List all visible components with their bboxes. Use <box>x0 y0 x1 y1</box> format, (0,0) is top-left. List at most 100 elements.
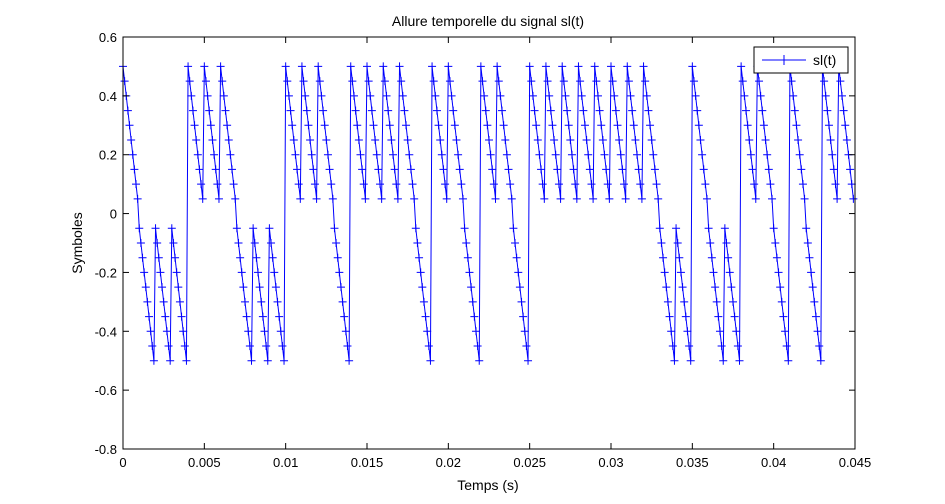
data-point <box>206 121 215 130</box>
data-point <box>265 224 274 233</box>
data-point <box>833 194 842 203</box>
data-point <box>231 194 240 203</box>
data-point <box>320 121 329 130</box>
data-point <box>218 77 227 86</box>
data-point <box>187 91 196 100</box>
data-point <box>455 165 464 174</box>
data-point <box>826 136 835 144</box>
data-point <box>816 356 825 365</box>
data-point <box>263 356 272 365</box>
data-point <box>322 136 331 144</box>
data-point <box>641 77 650 86</box>
data-point <box>247 356 256 365</box>
data-point <box>611 106 620 115</box>
data-point <box>699 165 708 174</box>
data-point <box>229 180 238 189</box>
data-point <box>502 150 511 159</box>
data-point <box>696 136 705 144</box>
data-point <box>460 224 469 233</box>
data-point <box>615 136 624 144</box>
data-point <box>800 194 809 203</box>
data-point <box>680 297 689 306</box>
data-point <box>382 91 391 100</box>
data-point <box>330 224 339 233</box>
data-point <box>377 194 386 203</box>
data-point <box>405 150 414 159</box>
data-point <box>841 121 850 130</box>
y-tick-label: -0.4 <box>95 324 117 339</box>
data-point <box>400 106 409 115</box>
data-point <box>714 312 723 321</box>
data-point <box>363 62 371 71</box>
data-point <box>161 312 170 321</box>
data-point <box>293 165 302 174</box>
data-point <box>629 121 638 130</box>
data-point <box>634 165 643 174</box>
data-point <box>130 165 139 174</box>
data-point <box>426 356 435 365</box>
data-point <box>537 165 546 174</box>
data-point <box>164 342 173 350</box>
data-point <box>618 165 627 174</box>
data-point <box>802 224 811 233</box>
legend: sl(t) <box>753 46 849 74</box>
data-point <box>660 268 669 277</box>
data-point <box>598 136 607 144</box>
y-tick-label: 0.2 <box>99 148 117 163</box>
data-point <box>540 194 549 203</box>
data-point <box>177 312 186 321</box>
data-point <box>567 150 576 159</box>
data-point <box>758 106 767 115</box>
data-point <box>175 297 184 306</box>
data-point <box>276 327 285 336</box>
data-point <box>698 150 707 159</box>
data-point <box>245 342 254 350</box>
x-tick-label: 0 <box>119 455 126 470</box>
data-point <box>208 136 217 144</box>
data-point <box>458 194 467 203</box>
data-point <box>771 239 780 247</box>
data-point <box>361 194 370 203</box>
data-point <box>146 327 155 336</box>
data-point <box>392 180 401 189</box>
data-point <box>471 327 480 336</box>
data-point <box>642 91 651 100</box>
data-point <box>319 106 328 115</box>
data-point <box>579 106 588 115</box>
data-point <box>428 62 437 71</box>
data-point <box>784 356 793 365</box>
data-point <box>227 165 236 174</box>
data-point <box>670 356 679 365</box>
data-point <box>441 180 450 189</box>
data-point <box>309 165 318 174</box>
data-point <box>468 297 477 306</box>
data-point <box>358 165 367 174</box>
data-point <box>454 150 463 159</box>
data-point <box>481 106 490 115</box>
data-point <box>621 194 630 203</box>
data-point <box>179 327 188 336</box>
data-point <box>294 180 303 189</box>
data-point <box>345 356 354 365</box>
data-point <box>514 268 523 277</box>
data-point <box>128 150 137 159</box>
data-point <box>336 283 345 292</box>
data-point <box>566 136 575 144</box>
data-point <box>439 165 448 174</box>
data-point <box>792 121 801 130</box>
x-tick-label: 0.025 <box>513 455 546 470</box>
data-point <box>667 327 676 336</box>
data-point <box>639 62 648 71</box>
data-point <box>193 150 202 159</box>
data-point <box>432 106 441 115</box>
data-point <box>524 356 533 365</box>
data-point <box>219 91 228 100</box>
data-point <box>483 121 492 130</box>
data-point <box>563 106 572 115</box>
data-point <box>821 91 830 100</box>
data-point <box>605 194 614 203</box>
data-point <box>393 194 402 203</box>
data-point <box>620 180 629 189</box>
data-point <box>556 194 565 203</box>
data-point <box>545 91 554 100</box>
